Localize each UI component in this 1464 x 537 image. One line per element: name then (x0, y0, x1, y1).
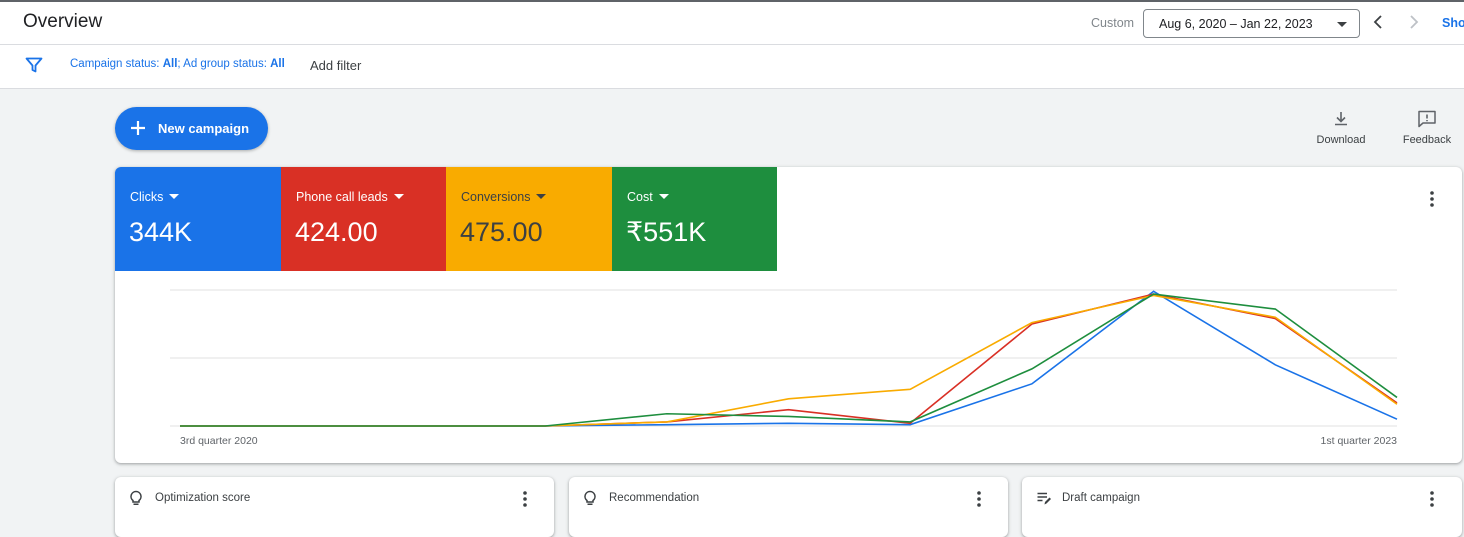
new-campaign-label: New campaign (158, 121, 250, 136)
draft-campaign-card[interactable]: Draft campaign (1022, 477, 1462, 537)
active-filters[interactable]: Campaign status: All; Ad group status: A… (70, 58, 285, 70)
chevron-right-icon[interactable] (1408, 14, 1420, 30)
feedback-label: Feedback (1402, 134, 1452, 146)
page-title: Overview (23, 11, 103, 32)
metric-tile-clicks[interactable]: Clicks 344K (115, 167, 281, 271)
lightbulb-icon (130, 490, 142, 506)
more-vert-icon[interactable] (973, 490, 985, 508)
plus-icon (131, 121, 145, 135)
show-link[interactable]: Sho (1442, 16, 1464, 30)
top-bar: Overview Custom Aug 6, 2020 – Jan 22, 20… (0, 0, 1464, 45)
more-vert-icon[interactable] (519, 490, 531, 508)
metric-value: 424.00 (295, 217, 378, 247)
dropdown-arrow-icon[interactable] (393, 194, 404, 199)
metric-tile-phone-call-leads[interactable]: Phone call leads 424.00 (281, 167, 446, 271)
date-range-text: Aug 6, 2020 – Jan 22, 2023 (1159, 17, 1313, 31)
download-label: Download (1316, 134, 1366, 146)
more-vert-icon[interactable] (1426, 490, 1438, 508)
line-chart: 3rd quarter 2020 1st quarter 2023 (170, 289, 1398, 447)
filter-separator: ; (177, 58, 184, 70)
performance-chart-card: Clicks 344K Phone call leads 424.00 Conv… (115, 167, 1462, 463)
lightbulb-icon (584, 490, 596, 506)
metric-value: ₹551K (626, 217, 707, 247)
series-line-cost (180, 293, 1398, 427)
draft-edit-icon (1037, 492, 1051, 505)
custom-label: Custom (1091, 16, 1135, 30)
x-tick-label: 3rd quarter 2020 (180, 435, 258, 447)
metric-value: 344K (129, 217, 193, 247)
metric-tile-cost[interactable]: Cost ₹551K (612, 167, 777, 271)
metric-label: Conversions (461, 190, 531, 204)
card-title: Optimization score (155, 492, 251, 504)
optimization-score-card[interactable]: Optimization score (115, 477, 554, 537)
metric-tile-conversions[interactable]: Conversions 475.00 (446, 167, 612, 271)
dropdown-arrow-icon[interactable] (536, 194, 547, 199)
card-title: Recommendation (609, 492, 700, 504)
campaign-status-value: All (162, 58, 178, 70)
campaign-status-label: Campaign status: (70, 58, 163, 70)
card-title: Draft campaign (1062, 492, 1140, 504)
feedback-icon (1418, 110, 1436, 128)
metric-label: Clicks (130, 190, 164, 204)
feedback-button[interactable]: Feedback (1397, 110, 1457, 146)
date-range-picker[interactable]: Aug 6, 2020 – Jan 22, 2023 (1143, 9, 1360, 38)
download-icon (1335, 112, 1347, 126)
dropdown-arrow-icon[interactable] (169, 194, 180, 199)
filter-bar: Campaign status: All; Ad group status: A… (0, 45, 1464, 89)
new-campaign-button[interactable]: New campaign (115, 107, 268, 150)
metric-label: Phone call leads (296, 190, 388, 204)
series-line-phone-call-leads (180, 293, 1398, 427)
series-line-conversions (180, 294, 1398, 427)
download-button[interactable]: Download (1310, 110, 1372, 146)
metric-label: Cost (627, 190, 653, 204)
series-line-clicks (180, 290, 1398, 427)
ad-group-status-value: All (270, 58, 285, 70)
x-tick-label: 1st quarter 2023 (1321, 435, 1398, 447)
dropdown-arrow-icon (1337, 22, 1347, 27)
more-vert-icon[interactable] (1426, 190, 1438, 208)
filter-icon[interactable] (25, 57, 43, 73)
chevron-left-icon[interactable] (1372, 14, 1384, 30)
recommendation-card[interactable]: Recommendation (569, 477, 1008, 537)
metric-value: 475.00 (460, 217, 543, 247)
add-filter-button[interactable]: Add filter (310, 58, 362, 73)
dropdown-arrow-icon[interactable] (658, 194, 669, 199)
ad-group-status-label: Ad group status: (183, 58, 271, 70)
